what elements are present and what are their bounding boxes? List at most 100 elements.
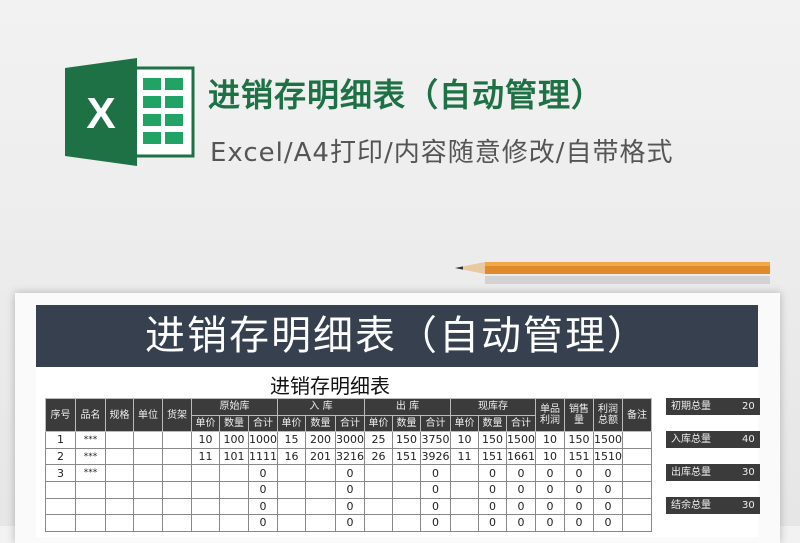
table-cell[interactable] (105, 431, 134, 449)
table-cell[interactable]: 2 (45, 447, 76, 466)
table-cell[interactable] (219, 464, 249, 482)
table-cell[interactable]: 0 (248, 514, 278, 532)
table-cell[interactable] (162, 431, 192, 449)
table-cell[interactable]: 3750 (420, 431, 451, 449)
table-cell[interactable]: 1661 (506, 447, 536, 466)
table-cell[interactable] (277, 480, 306, 499)
table-cell[interactable] (45, 480, 76, 499)
table-cell[interactable]: 151 (392, 447, 421, 466)
table-cell[interactable]: 0 (478, 480, 507, 499)
table-cell[interactable] (277, 514, 306, 532)
table-cell[interactable] (622, 480, 652, 499)
table-cell[interactable]: 0 (478, 497, 507, 516)
table-cell[interactable] (219, 480, 249, 499)
table-cell[interactable] (133, 497, 163, 516)
table-cell[interactable] (364, 497, 393, 516)
table-cell[interactable]: 1500 (593, 431, 623, 449)
table-cell[interactable] (450, 514, 479, 532)
table-cell[interactable] (622, 447, 652, 466)
table-cell[interactable]: 0 (564, 497, 594, 516)
table-cell[interactable]: 0 (593, 497, 623, 516)
table-cell[interactable]: *** (75, 431, 106, 449)
table-cell[interactable]: 0 (564, 480, 594, 499)
table-cell[interactable]: 10 (450, 431, 479, 449)
table-cell[interactable]: 0 (506, 497, 536, 516)
table-cell[interactable] (450, 497, 479, 516)
table-cell[interactable] (133, 447, 163, 466)
table-cell[interactable] (392, 514, 421, 532)
table-cell[interactable] (191, 497, 220, 516)
table-cell[interactable]: 1111 (248, 447, 278, 466)
table-cell[interactable] (162, 480, 192, 499)
table-cell[interactable]: 1000 (248, 431, 278, 449)
table-cell[interactable] (364, 480, 393, 499)
table-cell[interactable] (219, 497, 249, 516)
table-cell[interactable]: 1500 (506, 431, 536, 449)
table-cell[interactable] (133, 431, 163, 449)
table-cell[interactable]: 0 (478, 514, 507, 532)
table-cell[interactable] (105, 514, 134, 532)
table-cell[interactable]: 150 (564, 431, 594, 449)
table-cell[interactable]: 3926 (420, 447, 451, 466)
table-cell[interactable]: 100 (219, 431, 249, 449)
table-cell[interactable]: 0 (506, 480, 536, 499)
table-cell[interactable] (162, 514, 192, 532)
table-cell[interactable] (622, 514, 652, 532)
table-cell[interactable]: 101 (219, 447, 249, 466)
table-cell[interactable] (75, 480, 106, 499)
table-cell[interactable] (219, 514, 249, 532)
table-cell[interactable] (191, 514, 220, 532)
table-cell[interactable]: 0 (248, 480, 278, 499)
table-cell[interactable]: 0 (535, 464, 565, 482)
table-cell[interactable]: 201 (305, 447, 336, 466)
table-cell[interactable]: 15 (277, 431, 306, 449)
table-cell[interactable]: 0 (564, 464, 594, 482)
table-cell[interactable]: 0 (593, 480, 623, 499)
table-cell[interactable]: 25 (364, 431, 393, 449)
table-cell[interactable]: 0 (335, 480, 365, 499)
table-cell[interactable]: 150 (478, 431, 507, 449)
table-cell[interactable]: 11 (191, 447, 220, 466)
table-cell[interactable] (305, 464, 336, 482)
table-cell[interactable] (622, 431, 652, 449)
table-cell[interactable] (133, 514, 163, 532)
table-cell[interactable]: 3 (45, 464, 76, 482)
table-cell[interactable] (622, 497, 652, 516)
table-cell[interactable]: 10 (535, 447, 565, 466)
table-cell[interactable]: 10 (535, 431, 565, 449)
table-cell[interactable]: 3000 (335, 431, 365, 449)
table-cell[interactable]: 0 (335, 514, 365, 532)
table-cell[interactable]: 10 (191, 431, 220, 449)
table-cell[interactable] (305, 497, 336, 516)
table-cell[interactable]: 0 (248, 497, 278, 516)
table-cell[interactable]: 151 (478, 447, 507, 466)
table-cell[interactable]: 0 (506, 514, 536, 532)
table-cell[interactable]: 0 (478, 464, 507, 482)
table-cell[interactable]: 0 (535, 514, 565, 532)
table-cell[interactable]: 150 (392, 431, 421, 449)
table-cell[interactable] (305, 480, 336, 499)
table-cell[interactable]: 1510 (593, 447, 623, 466)
table-cell[interactable] (133, 464, 163, 482)
table-cell[interactable] (105, 480, 134, 499)
table-cell[interactable] (364, 464, 393, 482)
table-cell[interactable] (191, 464, 220, 482)
table-cell[interactable]: 0 (420, 464, 451, 482)
table-cell[interactable] (277, 497, 306, 516)
table-cell[interactable] (392, 464, 421, 482)
table-cell[interactable]: 0 (248, 464, 278, 482)
table-cell[interactable]: 200 (305, 431, 336, 449)
table-cell[interactable]: 0 (420, 514, 451, 532)
table-cell[interactable]: 151 (564, 447, 594, 466)
table-cell[interactable] (105, 447, 134, 466)
table-cell[interactable]: 0 (420, 480, 451, 499)
table-cell[interactable] (162, 497, 192, 516)
table-cell[interactable]: 0 (593, 464, 623, 482)
table-cell[interactable]: *** (75, 464, 106, 482)
table-cell[interactable]: 0 (335, 497, 365, 516)
table-cell[interactable] (392, 480, 421, 499)
table-cell[interactable] (133, 480, 163, 499)
table-cell[interactable] (364, 514, 393, 532)
table-cell[interactable]: 16 (277, 447, 306, 466)
table-cell[interactable]: 0 (593, 514, 623, 532)
